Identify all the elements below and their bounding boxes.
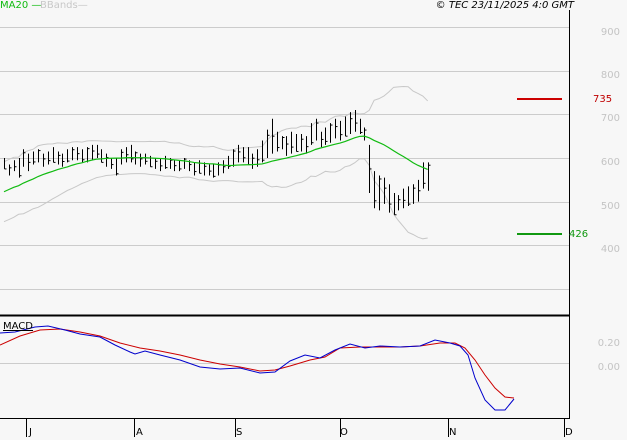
y-label-500: 500: [600, 201, 620, 212]
x-label-nov: N: [449, 427, 457, 438]
y-label-600: 600: [600, 157, 620, 168]
y-label-800: 800: [600, 70, 620, 81]
bband-lower-line: [3, 158, 428, 240]
ohlc-bars: [4, 109, 431, 216]
legend-ma20: MA20 —: [0, 0, 42, 11]
grid-lines: [0, 27, 569, 290]
x-label-jul: J: [29, 427, 32, 438]
resistance-label: 735: [593, 94, 613, 105]
ma20-line: [3, 135, 428, 193]
copyright-timestamp: © TEC 23/11/2025 4:0 GMT: [435, 0, 574, 11]
bband-upper-line: [3, 86, 429, 163]
macd-label-000: 0.00: [597, 362, 620, 373]
macd-line: [0, 325, 515, 411]
x-label-dec: D: [565, 427, 573, 438]
x-label-oct: O: [340, 427, 348, 438]
y-label-700: 700: [600, 113, 620, 124]
macd-label-020: 0.20: [597, 338, 620, 349]
macd-title: MACD: [3, 321, 33, 332]
x-label-aug: A: [136, 427, 143, 438]
support-label: 426: [569, 229, 589, 240]
y-label-900: 900: [600, 27, 620, 38]
x-label-sep: S: [236, 427, 243, 438]
x-axis-ticks: [26, 419, 565, 437]
y-label-400: 400: [600, 244, 620, 255]
legend-bbands: BBands—: [40, 0, 88, 11]
macd-signal-line: [0, 328, 515, 399]
